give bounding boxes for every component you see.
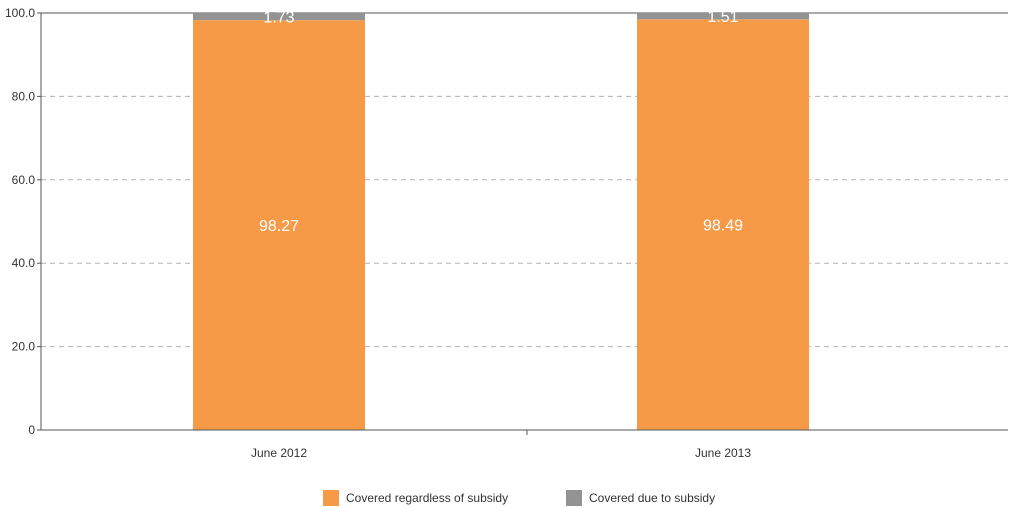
legend-label: Covered regardless of subsidy [346, 491, 508, 505]
x-tick-label: June 2012 [251, 446, 307, 460]
legend-label: Covered due to subsidy [589, 491, 715, 505]
x-tick-label: June 2013 [695, 446, 751, 460]
bar-data-label: 98.49 [703, 218, 743, 235]
y-tick-label: 20.0 [12, 340, 36, 354]
y-tick-label: 40.0 [12, 256, 36, 270]
bar-data-label: 1.51 [707, 9, 738, 26]
axes: 0 20.0 40.0 60.0 80.0 100.0 June 2012 June 2013 [5, 6, 1008, 460]
legend-swatch [323, 490, 339, 506]
bar-data-label: 98.27 [259, 218, 299, 235]
y-tick-label: 100.0 [5, 6, 35, 20]
y-tick-label: 60.0 [12, 173, 36, 187]
bar-data-label: 1.73 [263, 10, 294, 27]
legend-swatch [566, 490, 582, 506]
y-tick-label: 80.0 [12, 89, 36, 103]
legend: Covered regardless of subsidy Covered due… [323, 490, 715, 506]
gridlines [41, 13, 1008, 347]
y-tick-label: 0 [28, 423, 35, 437]
